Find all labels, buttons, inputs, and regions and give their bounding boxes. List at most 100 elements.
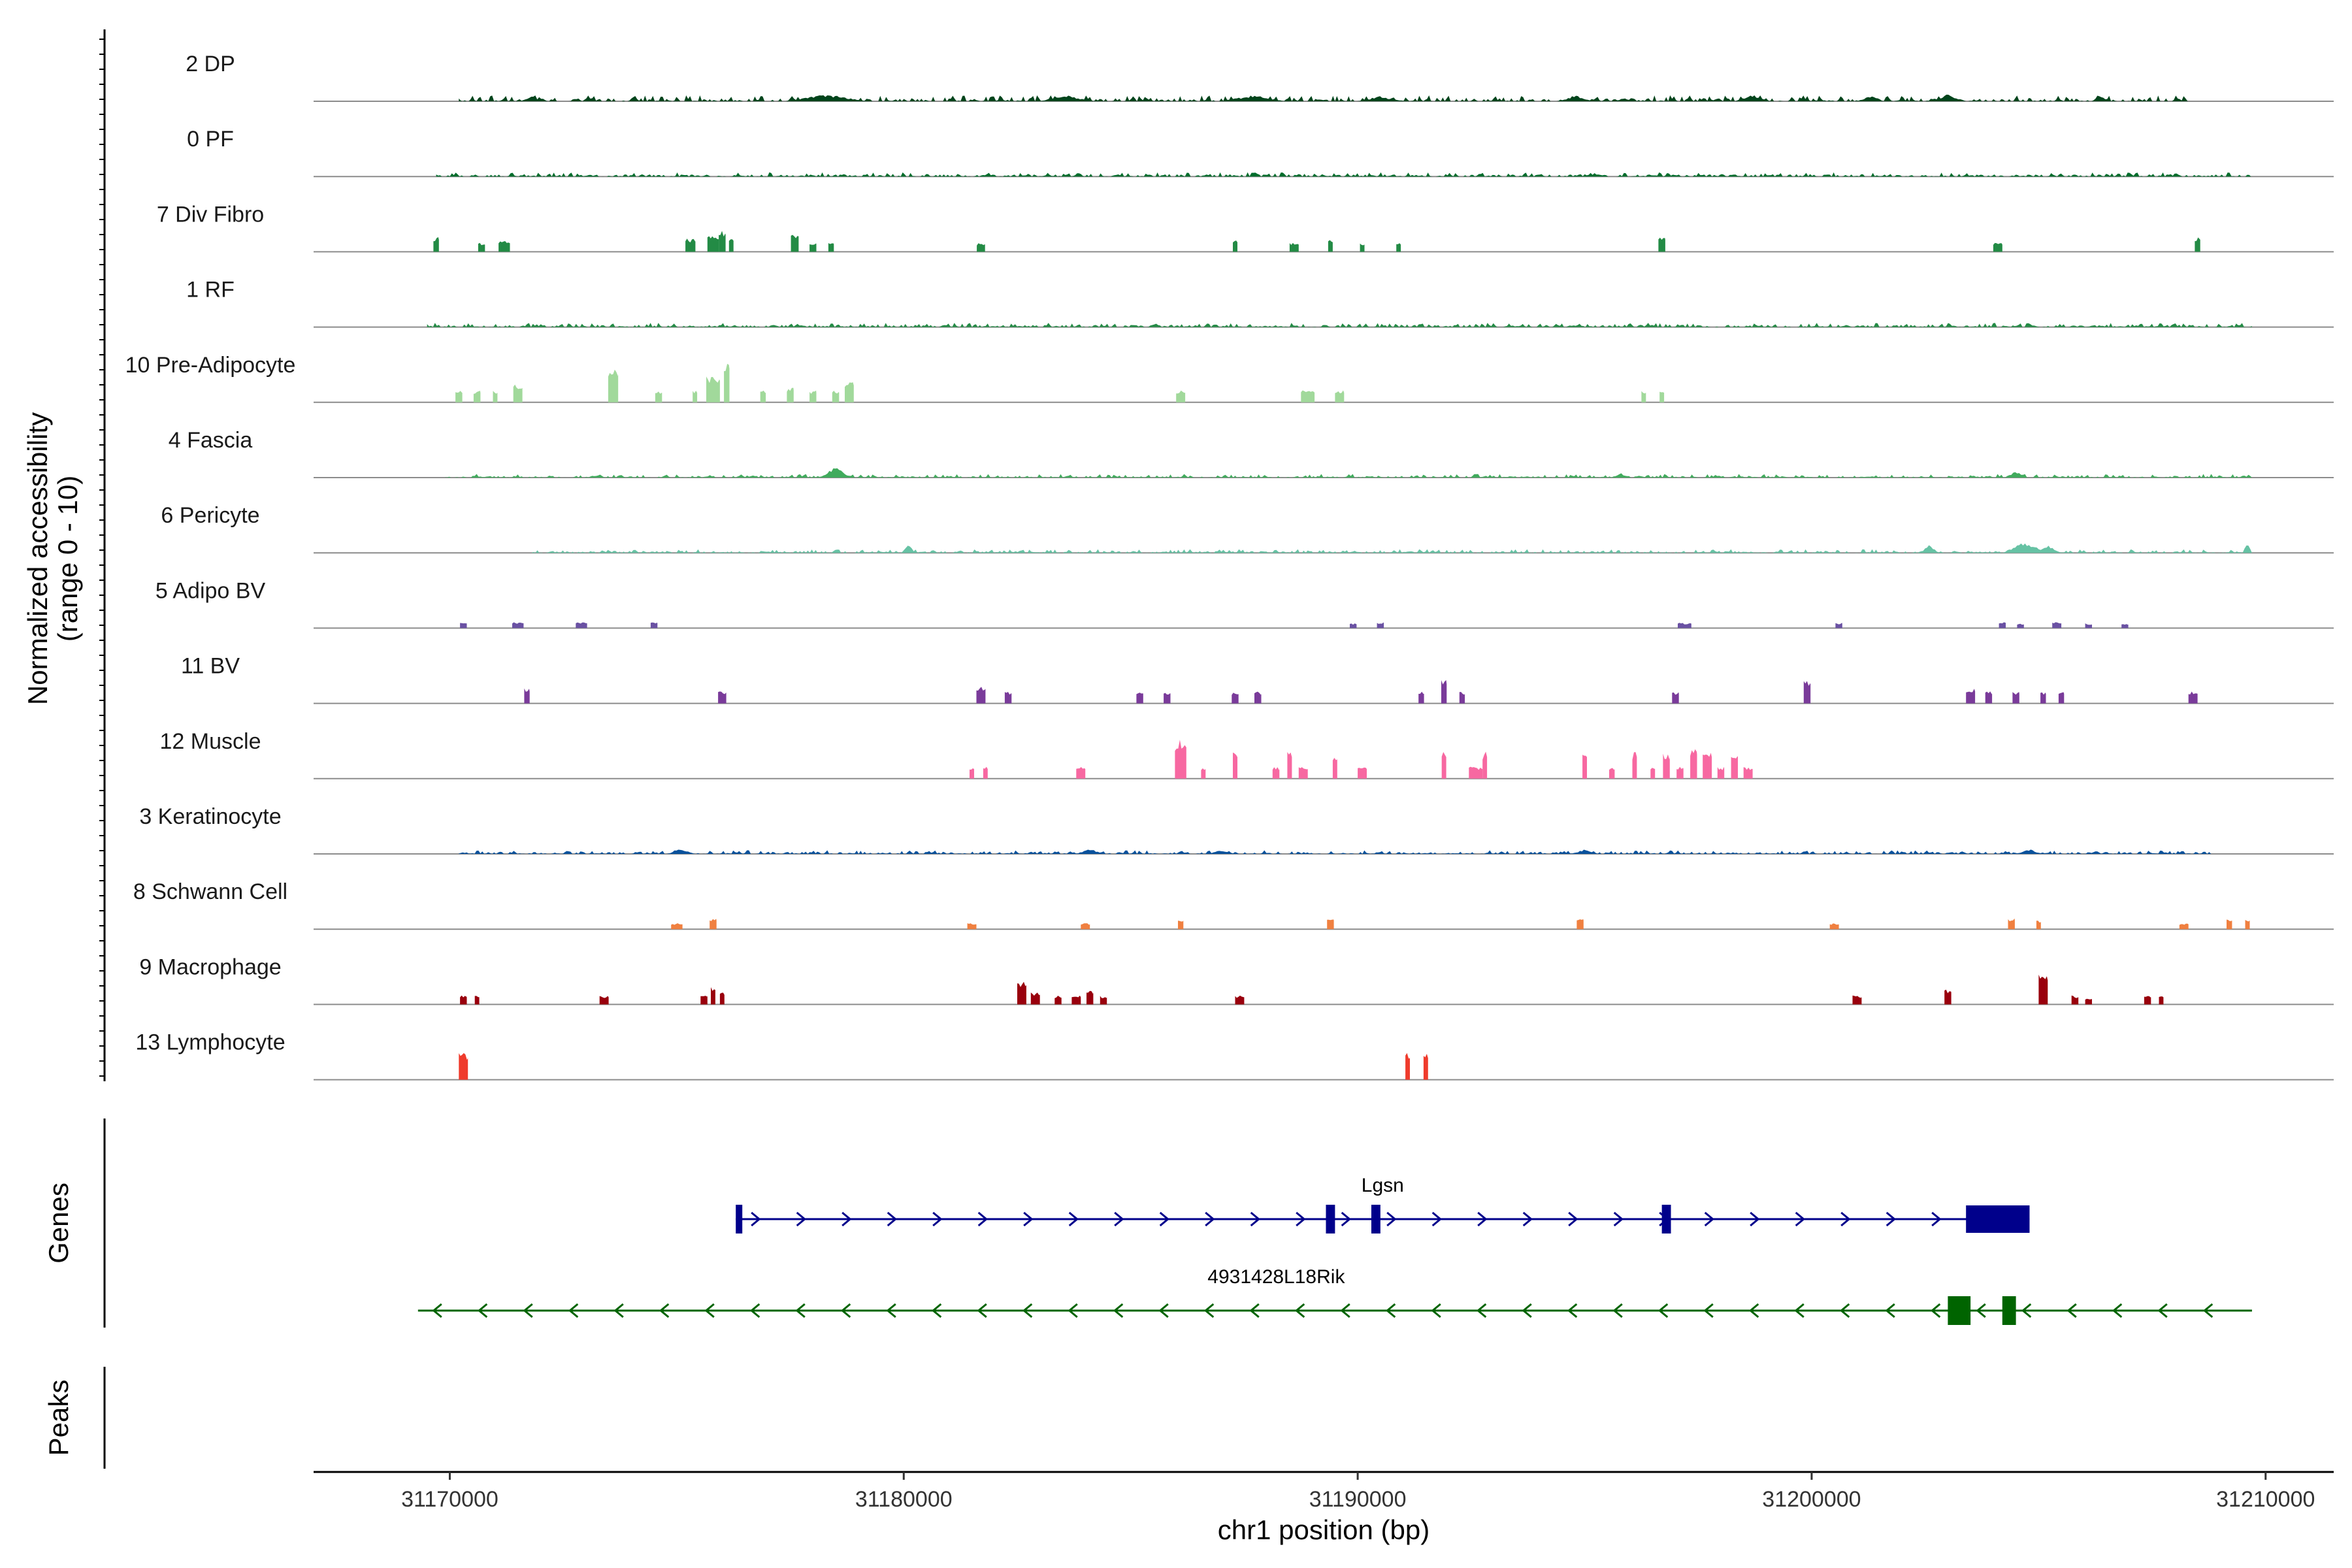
coverage-peak	[1576, 919, 1584, 930]
coverage-peak	[1201, 768, 1206, 779]
coverage-peak	[1835, 623, 1842, 629]
strand-arrow	[613, 1303, 624, 1318]
coverage-peak	[1328, 240, 1333, 252]
coverage-tracks: 2 DP 0 PF 7 Div Fibro 1 RF 10 Pre-Adipocyte 4…	[125, 52, 2334, 1081]
coverage-peak	[760, 390, 766, 402]
strand-arrow	[1750, 1211, 1760, 1227]
gene-4931428L18Rik: 4931428L18Rik	[417, 1266, 2252, 1325]
strand-arrow	[840, 1303, 851, 1318]
x-tick-label: 31190000	[1309, 1487, 1407, 1512]
coverage-peak	[2121, 624, 2129, 629]
coverage-peak	[2085, 623, 2092, 629]
coverage-peak	[1731, 756, 1738, 779]
track-label: 13 Lymphocyte	[135, 1030, 285, 1055]
coverage-peak	[2008, 918, 2015, 930]
x-tick-label: 31200000	[1762, 1487, 1861, 1512]
coverage-peak	[478, 242, 485, 252]
coverage-peak	[1178, 921, 1184, 930]
coverage-peak	[608, 369, 619, 402]
strand-arrow	[1886, 1211, 1897, 1227]
strand-arrow	[2112, 1303, 2123, 1318]
coverage-area	[427, 323, 2252, 327]
coverage-peak	[2085, 998, 2092, 1005]
coverage-peak	[983, 766, 988, 779]
gene-exon	[2002, 1296, 2016, 1325]
coverage-peak	[2188, 691, 2198, 704]
coverage-peak	[1358, 767, 1367, 779]
coverage-peak	[576, 622, 587, 629]
coverage-peak	[513, 384, 523, 402]
coverage-peak	[655, 391, 662, 402]
coverage-peak	[474, 996, 480, 1005]
strand-arrow	[1522, 1211, 1533, 1227]
coverage-peak	[1999, 622, 2006, 629]
gene-Lgsn: Lgsn	[736, 1175, 2030, 1233]
coverage-peak	[2227, 919, 2232, 930]
gene-exon	[1948, 1296, 1971, 1325]
coverage-peak	[718, 691, 727, 704]
track-label: 4 Fascia	[169, 428, 253, 453]
coverage-peak	[1335, 390, 1345, 402]
gene-exon	[1371, 1205, 1380, 1233]
x-tick-label: 31210000	[2216, 1487, 2315, 1512]
x-axis-title: chr1 position (bp)	[1218, 1514, 1430, 1545]
gene-exon	[1966, 1205, 2030, 1233]
coverage-peak	[1469, 766, 1483, 779]
gene-name: Lgsn	[1362, 1175, 1404, 1196]
coverage-peak	[1717, 766, 1725, 779]
coverage-peak	[1235, 995, 1245, 1005]
x-tick-label: 31170000	[401, 1487, 498, 1512]
coverage-peak	[1852, 995, 1862, 1005]
strand-arrow	[1658, 1303, 1669, 1318]
coverage-peak	[1582, 755, 1587, 779]
coverage-peak	[1829, 923, 1839, 930]
coverage-peak	[1609, 768, 1615, 779]
track-label: 2 DP	[186, 52, 235, 76]
track-9: 11 BV	[181, 654, 2334, 704]
gene-name: 4931428L18Rik	[1207, 1266, 1345, 1288]
coverage-peak	[1136, 693, 1143, 704]
coverage-area	[531, 543, 2252, 553]
gene-exon	[736, 1205, 743, 1233]
track-label: 11 BV	[181, 654, 240, 679]
strand-arrow	[1930, 1303, 1941, 1318]
strand-arrow	[886, 1303, 896, 1318]
strand-arrow	[523, 1303, 533, 1318]
coverage-peak	[433, 237, 439, 252]
coverage-peak	[1441, 680, 1447, 704]
strand-arrow	[1386, 1211, 1397, 1227]
strand-arrow	[1431, 1211, 1443, 1227]
coverage-peak	[1803, 681, 1811, 704]
gene-exon	[1661, 1205, 1671, 1233]
track-label: 10 Pre-Adipocyte	[125, 353, 296, 378]
coverage-peak	[1030, 992, 1040, 1005]
coverage-peak	[724, 363, 730, 402]
coverage-peak	[1071, 995, 1081, 1005]
coverage-peak	[1423, 1054, 1428, 1080]
coverage-peak	[711, 987, 715, 1005]
strand-arrow	[568, 1303, 579, 1318]
coverage-peak	[512, 622, 524, 629]
coverage-peak	[828, 243, 834, 252]
strand-arrow	[751, 1211, 761, 1227]
strand-arrow	[1568, 1211, 1578, 1227]
strand-arrow	[1704, 1211, 1715, 1227]
coverage-peak	[1641, 391, 1646, 402]
strand-arrow	[1203, 1303, 1215, 1318]
strand-arrow	[1158, 1303, 1169, 1318]
track-12: 8 Schwann Cell	[133, 879, 2334, 930]
x-axis-ticks: 31170000 31180000 31190000 31200000 31210000	[401, 1472, 2315, 1512]
strand-arrow	[977, 1211, 988, 1227]
strand-arrow	[2066, 1303, 2077, 1318]
coverage-peak	[1076, 767, 1086, 779]
coverage-area	[459, 849, 2212, 854]
coverage-peak	[1966, 689, 1976, 704]
coverage-peak	[1327, 919, 1334, 930]
coverage-peak	[671, 923, 683, 930]
genes-panel-label: Genes	[43, 1183, 74, 1264]
strand-arrow	[1522, 1303, 1532, 1318]
track-3: 7 Div Fibro	[157, 202, 2334, 253]
coverage-peak	[1985, 691, 1993, 704]
coverage-peak	[970, 768, 974, 779]
coverage-peak	[693, 391, 698, 402]
